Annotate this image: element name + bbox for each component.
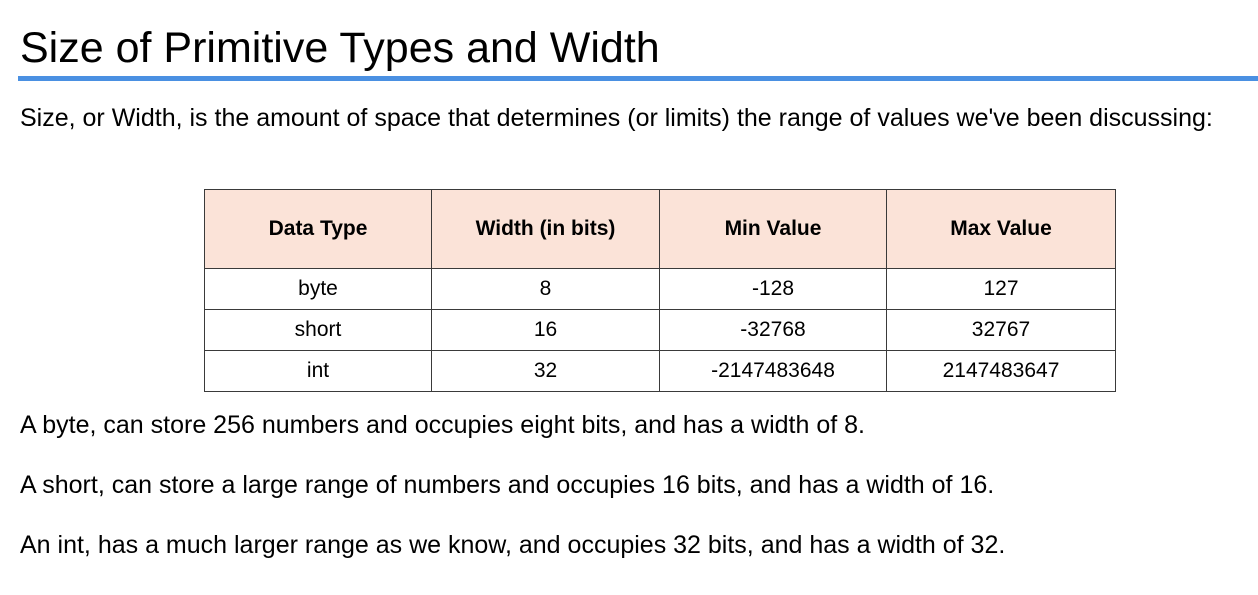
note-byte: A byte, can store 256 numbers and occupi…: [20, 411, 865, 439]
cell-width: 32: [431, 350, 660, 392]
header-max-value: Max Value: [886, 189, 1116, 269]
cell-max-value: 127: [886, 268, 1116, 310]
note-short: A short, can store a large range of numb…: [20, 471, 995, 499]
table-row: short 16 -32768 32767: [204, 309, 1116, 351]
cell-width: 8: [431, 268, 660, 310]
header-min-value: Min Value: [659, 189, 887, 269]
title-underline: [18, 76, 1258, 81]
cell-min-value: -2147483648: [659, 350, 887, 392]
header-width: Width (in bits): [431, 189, 660, 269]
slide-title: Size of Primitive Types and Width: [20, 24, 660, 72]
primitive-types-table: Data Type Width (in bits) Min Value Max …: [204, 189, 1116, 392]
cell-min-value: -128: [659, 268, 887, 310]
table-row: int 32 -2147483648 2147483647: [204, 350, 1116, 392]
cell-data-type: short: [204, 309, 432, 351]
cell-data-type: int: [204, 350, 432, 392]
header-data-type: Data Type: [204, 189, 432, 269]
cell-width: 16: [431, 309, 660, 351]
cell-max-value: 32767: [886, 309, 1116, 351]
cell-max-value: 2147483647: [886, 350, 1116, 392]
intro-paragraph: Size, or Width, is the amount of space t…: [20, 104, 1213, 132]
cell-min-value: -32768: [659, 309, 887, 351]
cell-data-type: byte: [204, 268, 432, 310]
table-row: byte 8 -128 127: [204, 268, 1116, 310]
table-header-row: Data Type Width (in bits) Min Value Max …: [204, 189, 1116, 269]
note-int: An int, has a much larger range as we kn…: [20, 531, 1006, 559]
